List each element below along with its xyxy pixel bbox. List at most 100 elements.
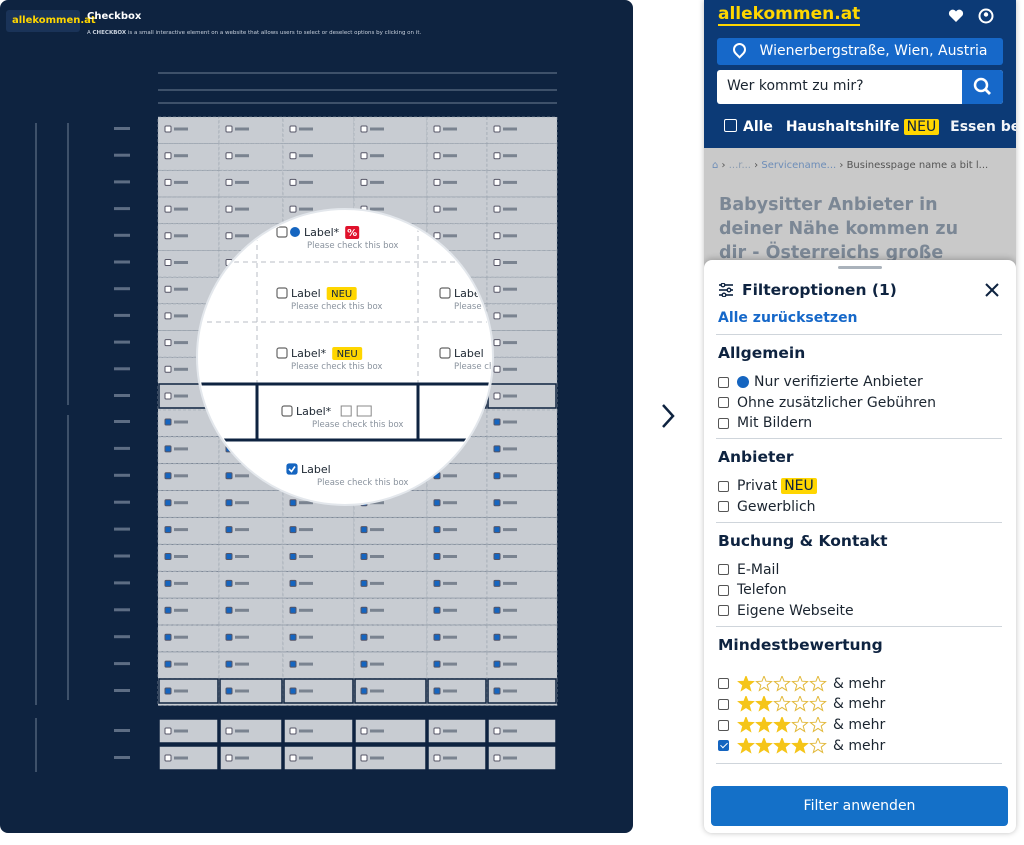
logo: allekommen.at (12, 15, 96, 26)
spec-checkbox (164, 285, 172, 293)
filter-option[interactable]: Gewerblich (718, 499, 816, 515)
breadcrumb: ⌂ › ...r... › Servicename... › Businessp… (712, 160, 989, 171)
checkbox[interactable] (276, 347, 288, 359)
heart-icon[interactable] (948, 9, 964, 23)
spec-checkbox (164, 660, 172, 668)
spec-label (299, 662, 313, 666)
checkbox[interactable] (718, 605, 729, 617)
divider (716, 763, 1002, 765)
divider (716, 438, 1002, 440)
spec-label (299, 729, 313, 733)
option-label: Mit Bildern (737, 415, 813, 432)
spec-label (299, 528, 313, 532)
spec-label (503, 367, 517, 371)
spec-label (503, 287, 517, 291)
checkbox[interactable] (718, 740, 729, 752)
spec-label (370, 635, 384, 639)
next-arrow[interactable] (658, 402, 678, 430)
checkbox[interactable] (439, 287, 451, 299)
checkbox[interactable] (718, 584, 729, 596)
spec-checkbox (225, 660, 233, 668)
stars (737, 736, 827, 754)
checkbox[interactable] (718, 698, 729, 710)
filter-option[interactable]: Eigene Webseite (718, 603, 854, 619)
spec-label (503, 447, 517, 451)
divider (716, 334, 1002, 335)
nav-item[interactable]: Haushaltshilfe (785, 119, 900, 135)
checkbox[interactable] (276, 226, 288, 238)
spec-checkbox (360, 660, 368, 668)
spec-checkbox (433, 606, 441, 614)
spec-label (503, 555, 517, 558)
spec-label (443, 234, 457, 238)
spec-cell (283, 718, 354, 744)
spec-checkbox (289, 499, 297, 507)
filter-option[interactable]: Nur verifizierte Anbieter (718, 374, 923, 390)
helper-text: Please check this box (454, 362, 545, 372)
checkbox[interactable] (718, 417, 729, 429)
spec-row-label (114, 756, 130, 759)
filter-option[interactable]: Privat NEU (718, 478, 817, 495)
spec-label (370, 729, 384, 733)
spec-checkbox (360, 152, 368, 160)
checkbox[interactable] (718, 719, 729, 731)
section-title: Anbieter (718, 448, 794, 467)
filter-option[interactable]: Ohne zusätzlicher Gebühren (718, 395, 936, 411)
reset-link[interactable]: Alle zurücksetzen (718, 310, 858, 326)
spec-label (174, 689, 188, 693)
spec-checkbox (433, 152, 441, 160)
spec-checkbox (289, 526, 297, 534)
option-label: Gewerblich (737, 498, 816, 515)
spec-label (235, 180, 249, 184)
checkbox[interactable] (281, 405, 293, 417)
checkbox[interactable] (439, 347, 451, 359)
sheet-handle[interactable] (838, 266, 882, 269)
checkbox[interactable] (718, 564, 729, 575)
checkbox[interactable] (276, 287, 288, 299)
spec-cell (486, 517, 558, 545)
spec-label (370, 528, 384, 532)
spec-checkbox (289, 606, 297, 614)
checkbox-checked[interactable] (286, 463, 298, 475)
spec-checkbox (164, 418, 172, 426)
location-button[interactable]: Wienerbergstraße, Wien, Austria (717, 38, 1003, 65)
spec-row-label (114, 127, 130, 130)
search-button[interactable] (962, 70, 1003, 104)
filter-option[interactable]: E-Mail (718, 562, 779, 578)
rating-option[interactable]: & mehr (718, 715, 885, 733)
spec-label (299, 756, 313, 760)
logo[interactable]: allekommen.at (718, 4, 861, 26)
spec-label (503, 474, 517, 478)
spec-checkbox (289, 553, 297, 560)
rating-option[interactable]: & mehr (718, 674, 885, 692)
filter-option[interactable]: Telefon (718, 582, 787, 598)
apply-button[interactable]: Filter anwenden (711, 786, 1008, 826)
checkbox[interactable] (718, 376, 729, 388)
nav-item[interactable]: Alle (743, 119, 773, 135)
checkbox[interactable] (718, 397, 729, 409)
nav-item[interactable]: Essen best (950, 119, 1016, 135)
filter-option[interactable]: Mit Bildern (718, 415, 812, 431)
option-label: Privat (737, 478, 778, 495)
search-box[interactable]: Wer kommt zu mir? (717, 70, 1003, 104)
spec-label (174, 420, 188, 424)
breadcrumb-item[interactable]: Servicename... (761, 160, 837, 171)
checkbox[interactable] (718, 480, 729, 492)
spec-label (503, 756, 517, 760)
user-icon[interactable] (978, 8, 994, 24)
spec-checkbox (493, 285, 501, 293)
rating-option[interactable]: & mehr (718, 736, 885, 754)
spec-label (503, 689, 517, 693)
checkbox[interactable] (718, 501, 729, 513)
option-label: E-Mail (737, 561, 780, 578)
rating-option[interactable]: & mehr (718, 694, 885, 712)
spec-checkbox (360, 579, 368, 587)
star-empty (809, 674, 827, 692)
spec-label (235, 729, 249, 733)
home-icon[interactable]: ⌂ (712, 160, 719, 171)
close-button[interactable] (984, 282, 1000, 298)
checkbox[interactable] (718, 678, 729, 690)
star-filled (737, 674, 755, 692)
spec-label (299, 635, 313, 639)
breadcrumb-item[interactable]: ...r... (728, 160, 751, 171)
